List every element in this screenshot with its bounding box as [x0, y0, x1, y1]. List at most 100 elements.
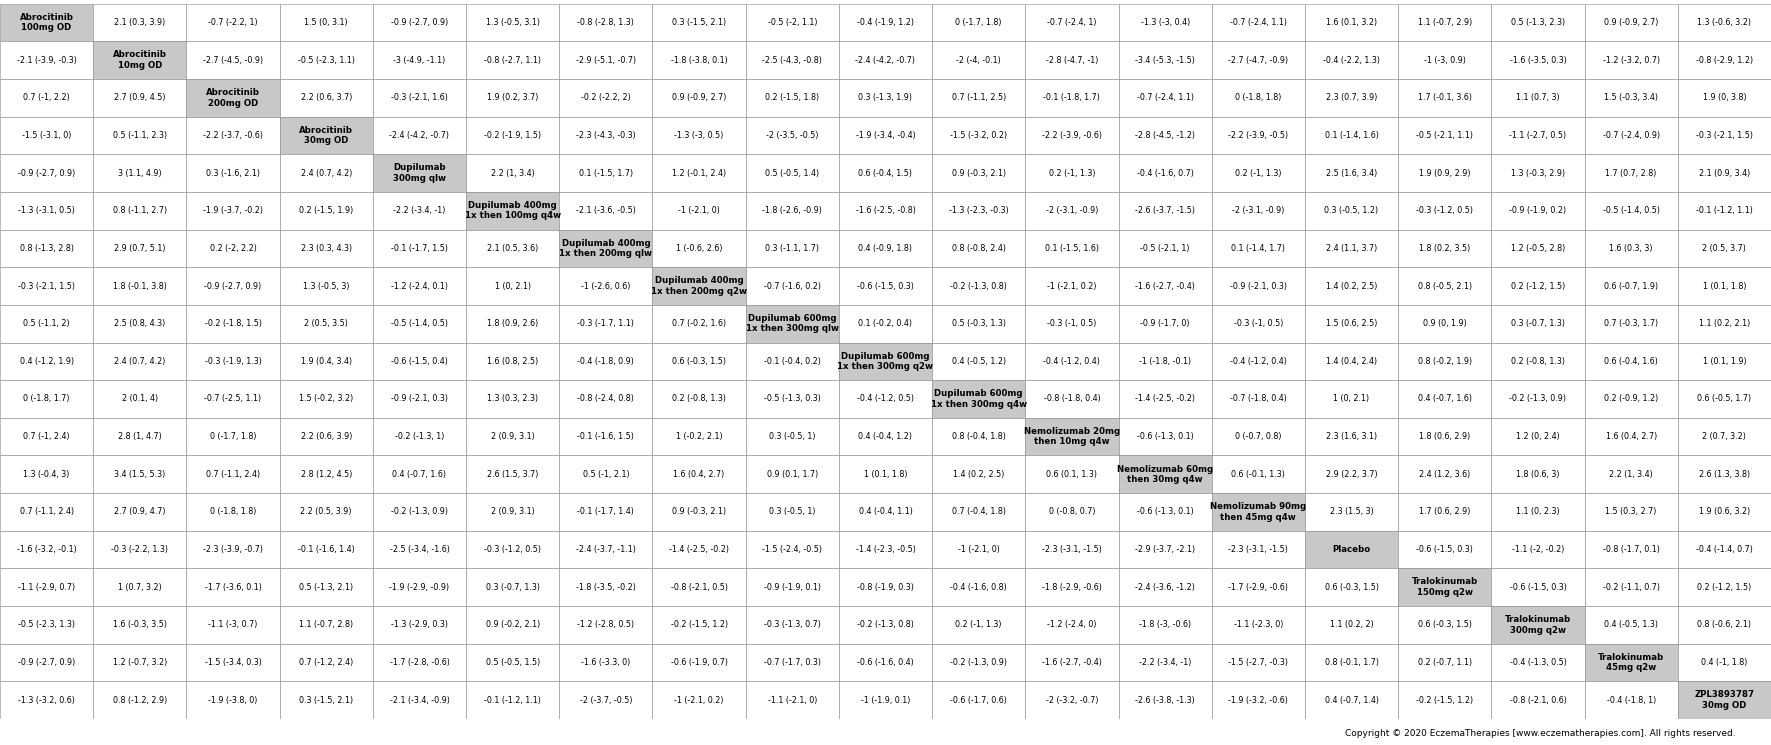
Bar [94, 644, 186, 681]
Text: -1.4 (-2.3, -0.5): -1.4 (-2.3, -0.5) [855, 545, 916, 554]
Text: -0.5 (-1.4, 0.5): -0.5 (-1.4, 0.5) [1603, 206, 1659, 215]
Text: 2.2 (1, 3.4): 2.2 (1, 3.4) [1610, 470, 1652, 479]
Text: -0.1 (-1.8, 1.7): -0.1 (-1.8, 1.7) [1043, 93, 1100, 102]
Bar [1397, 154, 1491, 192]
Text: -0.1 (-1.2, 1.1): -0.1 (-1.2, 1.1) [483, 696, 542, 705]
Text: -0.6 (-1.5, 0.3): -0.6 (-1.5, 0.3) [1417, 545, 1473, 554]
Text: 2.5 (0.8, 4.3): 2.5 (0.8, 4.3) [113, 319, 165, 329]
Text: 1.7 (-0.1, 3.6): 1.7 (-0.1, 3.6) [1419, 93, 1472, 102]
Bar [652, 681, 746, 719]
Bar [94, 79, 186, 117]
Bar [1585, 493, 1677, 530]
Bar [932, 681, 1025, 719]
Bar [94, 681, 186, 719]
Text: 0.3 (-0.7, 1.3): 0.3 (-0.7, 1.3) [485, 583, 540, 592]
Bar [560, 380, 652, 418]
Text: -0.8 (-2.1, 0.6): -0.8 (-2.1, 0.6) [1509, 696, 1566, 705]
Bar [652, 4, 746, 42]
Text: 0.2 (-1.5, 1.8): 0.2 (-1.5, 1.8) [765, 93, 820, 102]
Bar [186, 229, 280, 267]
Bar [186, 79, 280, 117]
Bar [1305, 530, 1397, 568]
Text: 2.2 (0.6, 3.9): 2.2 (0.6, 3.9) [301, 432, 352, 441]
Text: -0.4 (-1.4, 0.7): -0.4 (-1.4, 0.7) [1697, 545, 1753, 554]
Bar [1119, 267, 1211, 305]
Text: 0.9 (-0.9, 2.7): 0.9 (-0.9, 2.7) [671, 93, 726, 102]
Text: 0.4 (-0.7, 1.6): 0.4 (-0.7, 1.6) [1419, 394, 1472, 404]
Text: -0.9 (-1.9, 0.2): -0.9 (-1.9, 0.2) [1509, 206, 1567, 215]
Text: 1.9 (0.4, 3.4): 1.9 (0.4, 3.4) [301, 357, 352, 366]
Bar [1677, 192, 1771, 229]
Bar [280, 79, 374, 117]
Bar [466, 4, 560, 42]
Text: -0.9 (-1.9, 0.1): -0.9 (-1.9, 0.1) [763, 583, 820, 592]
Text: Abrocitinib
200mg OD: Abrocitinib 200mg OD [205, 88, 260, 107]
Text: -2 (-3.7, -0.5): -2 (-3.7, -0.5) [579, 696, 632, 705]
Text: -2.2 (-3.4, -1): -2.2 (-3.4, -1) [393, 206, 446, 215]
Bar [652, 418, 746, 455]
Text: 1.6 (0.1, 3.2): 1.6 (0.1, 3.2) [1326, 18, 1378, 27]
Bar [94, 380, 186, 418]
Bar [1585, 229, 1677, 267]
Text: Abrocitinib
100mg OD: Abrocitinib 100mg OD [19, 13, 74, 32]
Text: 0.6 (-0.5, 1.7): 0.6 (-0.5, 1.7) [1697, 394, 1752, 404]
Text: 0.7 (-1.2, 2.4): 0.7 (-1.2, 2.4) [299, 658, 354, 667]
Bar [560, 644, 652, 681]
Bar [746, 418, 839, 455]
Text: -1.5 (-3.4, 0.3): -1.5 (-3.4, 0.3) [205, 658, 262, 667]
Text: 1.2 (-0.7, 3.2): 1.2 (-0.7, 3.2) [113, 658, 166, 667]
Text: Dupilumab
300mg qlw: Dupilumab 300mg qlw [393, 163, 446, 183]
Bar [560, 530, 652, 568]
Text: 0.8 (-0.6, 2.1): 0.8 (-0.6, 2.1) [1697, 621, 1752, 630]
Text: -1 (-2.1, 0): -1 (-2.1, 0) [678, 206, 721, 215]
Bar [466, 380, 560, 418]
Text: 0.2 (-0.8, 1.3): 0.2 (-0.8, 1.3) [671, 394, 726, 404]
Text: -0.3 (-1.2, 0.5): -0.3 (-1.2, 0.5) [1417, 206, 1473, 215]
Bar [1211, 681, 1305, 719]
Bar [1397, 606, 1491, 644]
Text: 1.4 (0.4, 2.4): 1.4 (0.4, 2.4) [1326, 357, 1378, 366]
Bar [94, 305, 186, 343]
Text: 0.8 (-0.2, 1.9): 0.8 (-0.2, 1.9) [1419, 357, 1472, 366]
Bar [1585, 568, 1677, 606]
Bar [1211, 606, 1305, 644]
Bar [466, 530, 560, 568]
Bar [1305, 343, 1397, 380]
Bar [1119, 418, 1211, 455]
Text: -0.8 (-2.8, 1.3): -0.8 (-2.8, 1.3) [577, 18, 634, 27]
Text: -3.4 (-5.3, -1.5): -3.4 (-5.3, -1.5) [1135, 56, 1195, 65]
Bar [1397, 418, 1491, 455]
Text: -1.6 (-2.5, -0.8): -1.6 (-2.5, -0.8) [855, 206, 916, 215]
Text: 0.5 (-1.1, 2.3): 0.5 (-1.1, 2.3) [113, 131, 166, 140]
Text: 0.9 (0, 1.9): 0.9 (0, 1.9) [1422, 319, 1466, 329]
Bar [1397, 455, 1491, 493]
Bar [1305, 42, 1397, 79]
Bar [1305, 606, 1397, 644]
Bar [374, 681, 466, 719]
Bar [466, 79, 560, 117]
Bar [0, 79, 94, 117]
Text: -0.3 (-1.9, 1.3): -0.3 (-1.9, 1.3) [205, 357, 262, 366]
Text: 2.1 (0.9, 3.4): 2.1 (0.9, 3.4) [1698, 168, 1750, 177]
Text: 0.1 (-1.5, 1.7): 0.1 (-1.5, 1.7) [579, 168, 632, 177]
Bar [1491, 530, 1585, 568]
Bar [932, 229, 1025, 267]
Text: -0.6 (-1.7, 0.6): -0.6 (-1.7, 0.6) [951, 696, 1008, 705]
Text: -1.1 (-2, -0.2): -1.1 (-2, -0.2) [1512, 545, 1564, 554]
Bar [1677, 267, 1771, 305]
Bar [94, 154, 186, 192]
Text: 0.8 (-1.3, 2.8): 0.8 (-1.3, 2.8) [19, 244, 74, 253]
Text: -0.5 (-2, 1.1): -0.5 (-2, 1.1) [767, 18, 816, 27]
Text: 0.1 (-0.2, 0.4): 0.1 (-0.2, 0.4) [859, 319, 912, 329]
Text: 1.5 (0.6, 2.5): 1.5 (0.6, 2.5) [1326, 319, 1378, 329]
Bar [746, 229, 839, 267]
Bar [94, 343, 186, 380]
Text: -1.8 (-3.8, 0.1): -1.8 (-3.8, 0.1) [671, 56, 728, 65]
Text: -2.7 (-4.7, -0.9): -2.7 (-4.7, -0.9) [1229, 56, 1289, 65]
Bar [94, 530, 186, 568]
Bar [560, 568, 652, 606]
Bar [839, 455, 932, 493]
Text: -0.1 (-0.4, 0.2): -0.1 (-0.4, 0.2) [763, 357, 820, 366]
Bar [1025, 117, 1119, 154]
Text: -2.4 (-4.2, -0.7): -2.4 (-4.2, -0.7) [855, 56, 916, 65]
